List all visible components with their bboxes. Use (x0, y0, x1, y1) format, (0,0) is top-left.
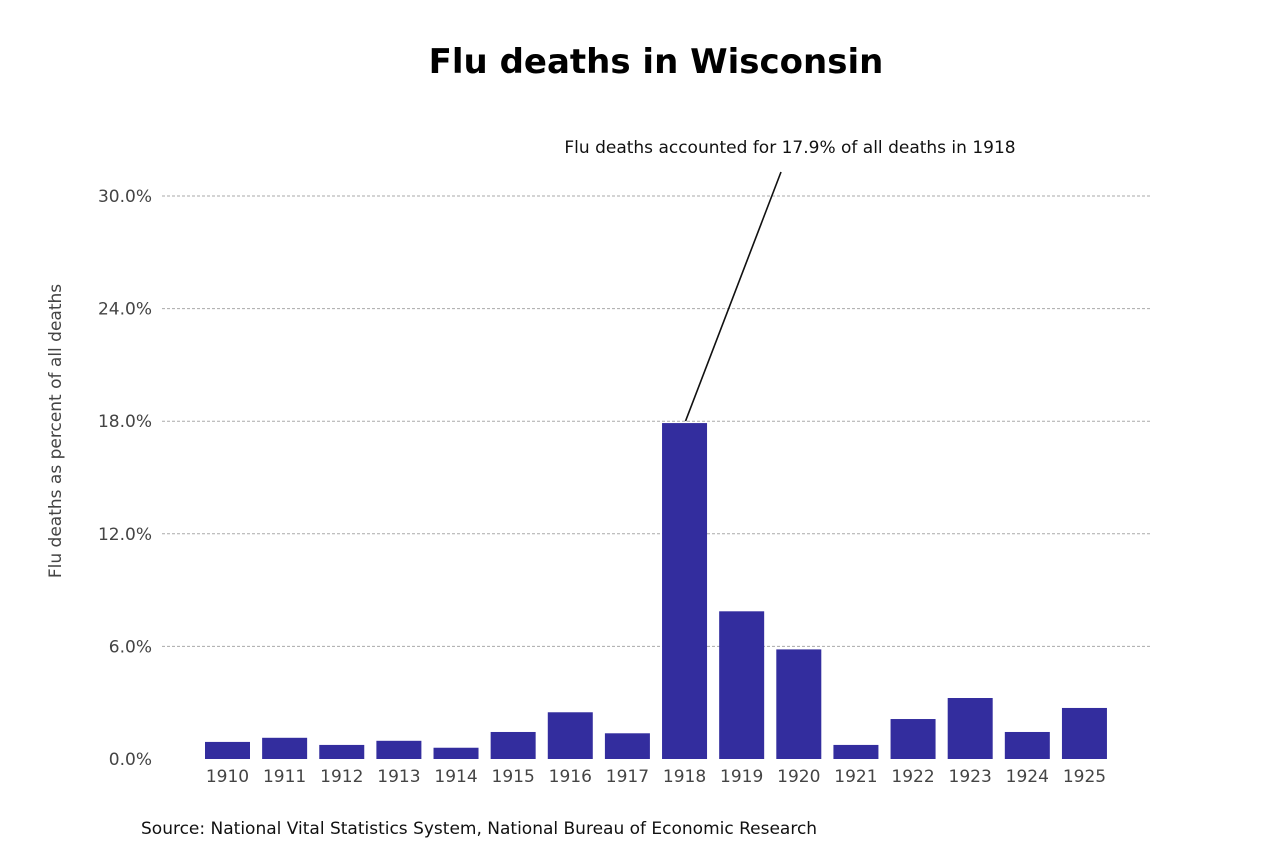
x-tick-label: 1920 (777, 767, 820, 787)
source-note: Source: National Vital Statistics System… (141, 819, 817, 839)
y-tick-label: 6.0% (109, 637, 152, 657)
annotation-arrow (684, 171, 782, 422)
bar-1917 (604, 733, 650, 759)
x-tick-label: 1918 (663, 767, 706, 787)
bar-1921 (833, 744, 879, 759)
bar-1920 (776, 649, 822, 759)
x-tick-label: 1922 (891, 767, 934, 787)
x-tick-label: 1915 (492, 767, 535, 787)
bar-1915 (490, 731, 536, 759)
x-tick-label: 1925 (1063, 767, 1106, 787)
x-tick-label: 1921 (834, 767, 877, 787)
y-axis-label: Flu deaths as percent of all deaths (46, 284, 66, 578)
x-tick-label: 1914 (434, 767, 477, 787)
x-tick-label: 1912 (320, 767, 363, 787)
x-tick-label: 1917 (606, 767, 649, 787)
x-tick-label: 1916 (549, 767, 592, 787)
bar-1913 (376, 740, 422, 759)
y-tick-label: 0.0% (109, 750, 152, 770)
annotation-text: Flu deaths accounted for 17.9% of all de… (564, 138, 1015, 158)
bar-1923 (947, 698, 993, 759)
bar-1925 (1061, 707, 1107, 759)
bar-1914 (433, 747, 479, 759)
y-tick-label: 24.0% (98, 300, 152, 320)
chart-title: Flu deaths in Wisconsin (429, 42, 884, 82)
x-tick-label: 1913 (377, 767, 420, 787)
bar-1922 (890, 719, 936, 759)
y-tick-label: 30.0% (98, 187, 152, 207)
x-tick-label: 1919 (720, 767, 763, 787)
y-tick-label: 12.0% (98, 525, 152, 545)
y-tick-label: 18.0% (98, 412, 152, 432)
bar-1919 (719, 611, 765, 759)
bar-1916 (547, 712, 593, 759)
bar-1924 (1004, 731, 1050, 759)
x-tick-label: 1910 (206, 767, 249, 787)
bar-1918 (662, 423, 708, 759)
x-tick-label: 1923 (949, 767, 992, 787)
bar-1910 (205, 741, 250, 759)
x-tick-label: 1911 (263, 767, 306, 787)
bar-1912 (319, 744, 365, 759)
x-tick-label: 1924 (1006, 767, 1049, 787)
bar-1911 (262, 737, 308, 759)
